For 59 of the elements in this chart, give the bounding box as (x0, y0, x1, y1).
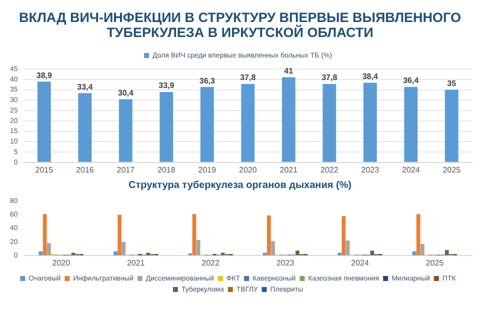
data-label: 36,3 (199, 76, 216, 86)
bar (370, 250, 374, 256)
bar (78, 93, 92, 162)
x-tick-label: 2023 (276, 258, 295, 268)
data-label: 37,8 (240, 73, 256, 82)
bar (444, 90, 458, 162)
chart-title: ВКЛАД ВИЧ-ИНФЕКЦИИ В СТРУКТУРУ ВПЕРВЫЕ ВЫЯВЛЕННОГО ТУБЕРКУЛЕЗА В ИРКУТСКОЙ ОБЛАСТИ (18, 10, 462, 40)
x-tick-label: 2022 (320, 165, 339, 174)
chart-title: Структура туберкулеза органов дыхания (%) (127, 180, 353, 191)
bar (192, 214, 196, 256)
x-tick-label: 2025 (442, 165, 462, 174)
bar (118, 99, 132, 162)
bar (404, 86, 418, 162)
x-tick-label: 2016 (76, 165, 94, 174)
x-tick-label: 2021 (126, 258, 146, 268)
bar (322, 84, 336, 162)
bar (262, 252, 267, 256)
data-label: 30,4 (118, 88, 134, 98)
data-label: 38,9 (36, 70, 52, 80)
bar (46, 243, 51, 256)
bar (241, 84, 255, 162)
x-tick-label: 2024 (351, 258, 370, 268)
bar (420, 244, 424, 256)
data-label: 36,4 (403, 76, 420, 86)
x-tick-label: 2025 (426, 258, 444, 268)
bar (196, 240, 200, 256)
x-tick-label: 2020 (52, 258, 71, 268)
bar (267, 215, 271, 256)
data-label: 38,4 (362, 72, 378, 81)
data-label: 41 (284, 66, 294, 76)
x-tick-label: 2019 (198, 165, 217, 174)
bar (342, 216, 346, 256)
x-tick-label: 2020 (238, 165, 258, 174)
bar (37, 82, 51, 162)
x-tick-label: 2024 (402, 165, 420, 174)
x-tick-label: 2018 (158, 165, 176, 174)
bar (282, 77, 296, 162)
bar (160, 92, 174, 162)
x-tick-label: 2017 (116, 165, 136, 174)
x-tick-label: 2015 (35, 165, 54, 174)
bar (338, 252, 342, 256)
bar (42, 214, 47, 256)
data-label: 37,8 (322, 73, 338, 82)
bar (146, 252, 150, 256)
x-tick-label: 2023 (361, 165, 380, 174)
x-tick-label: 2021 (280, 165, 298, 174)
data-label: 33,9 (158, 81, 175, 90)
x-tick-label: 2022 (202, 258, 220, 268)
bar (363, 82, 377, 162)
bar (200, 87, 214, 162)
bar (71, 252, 76, 256)
bar (118, 214, 122, 256)
bar (122, 242, 126, 256)
data-label: 33,4 (77, 82, 94, 92)
bar (444, 250, 449, 256)
bar (296, 250, 300, 256)
bar (271, 241, 275, 256)
data-label: 35 (447, 78, 457, 88)
bar (416, 214, 420, 256)
